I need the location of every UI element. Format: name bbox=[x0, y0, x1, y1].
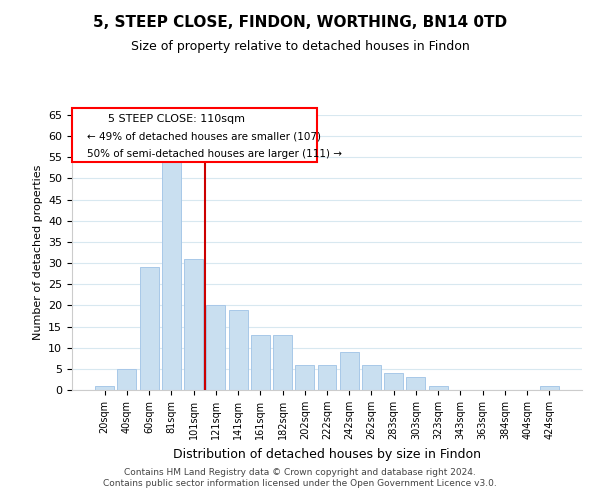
Bar bbox=[184, 259, 203, 390]
Bar bbox=[406, 378, 425, 390]
Text: Contains HM Land Registry data © Crown copyright and database right 2024.
Contai: Contains HM Land Registry data © Crown c… bbox=[103, 468, 497, 487]
Bar bbox=[95, 386, 114, 390]
Bar bbox=[340, 352, 359, 390]
FancyBboxPatch shape bbox=[72, 108, 317, 162]
Bar bbox=[384, 373, 403, 390]
Bar bbox=[140, 268, 158, 390]
Bar bbox=[317, 364, 337, 390]
Bar bbox=[206, 306, 225, 390]
Bar bbox=[295, 364, 314, 390]
Text: Size of property relative to detached houses in Findon: Size of property relative to detached ho… bbox=[131, 40, 469, 53]
Bar bbox=[362, 364, 381, 390]
Text: ← 49% of detached houses are smaller (107): ← 49% of detached houses are smaller (10… bbox=[88, 132, 322, 141]
Bar bbox=[273, 335, 292, 390]
X-axis label: Distribution of detached houses by size in Findon: Distribution of detached houses by size … bbox=[173, 448, 481, 460]
Bar bbox=[251, 335, 270, 390]
Bar bbox=[540, 386, 559, 390]
Text: 5, STEEP CLOSE, FINDON, WORTHING, BN14 0TD: 5, STEEP CLOSE, FINDON, WORTHING, BN14 0… bbox=[93, 15, 507, 30]
Text: 5 STEEP CLOSE: 110sqm: 5 STEEP CLOSE: 110sqm bbox=[108, 114, 245, 124]
Bar bbox=[229, 310, 248, 390]
Y-axis label: Number of detached properties: Number of detached properties bbox=[32, 165, 43, 340]
Bar bbox=[118, 369, 136, 390]
Text: 50% of semi-detached houses are larger (111) →: 50% of semi-detached houses are larger (… bbox=[88, 150, 342, 160]
Bar bbox=[162, 162, 181, 390]
Bar bbox=[429, 386, 448, 390]
